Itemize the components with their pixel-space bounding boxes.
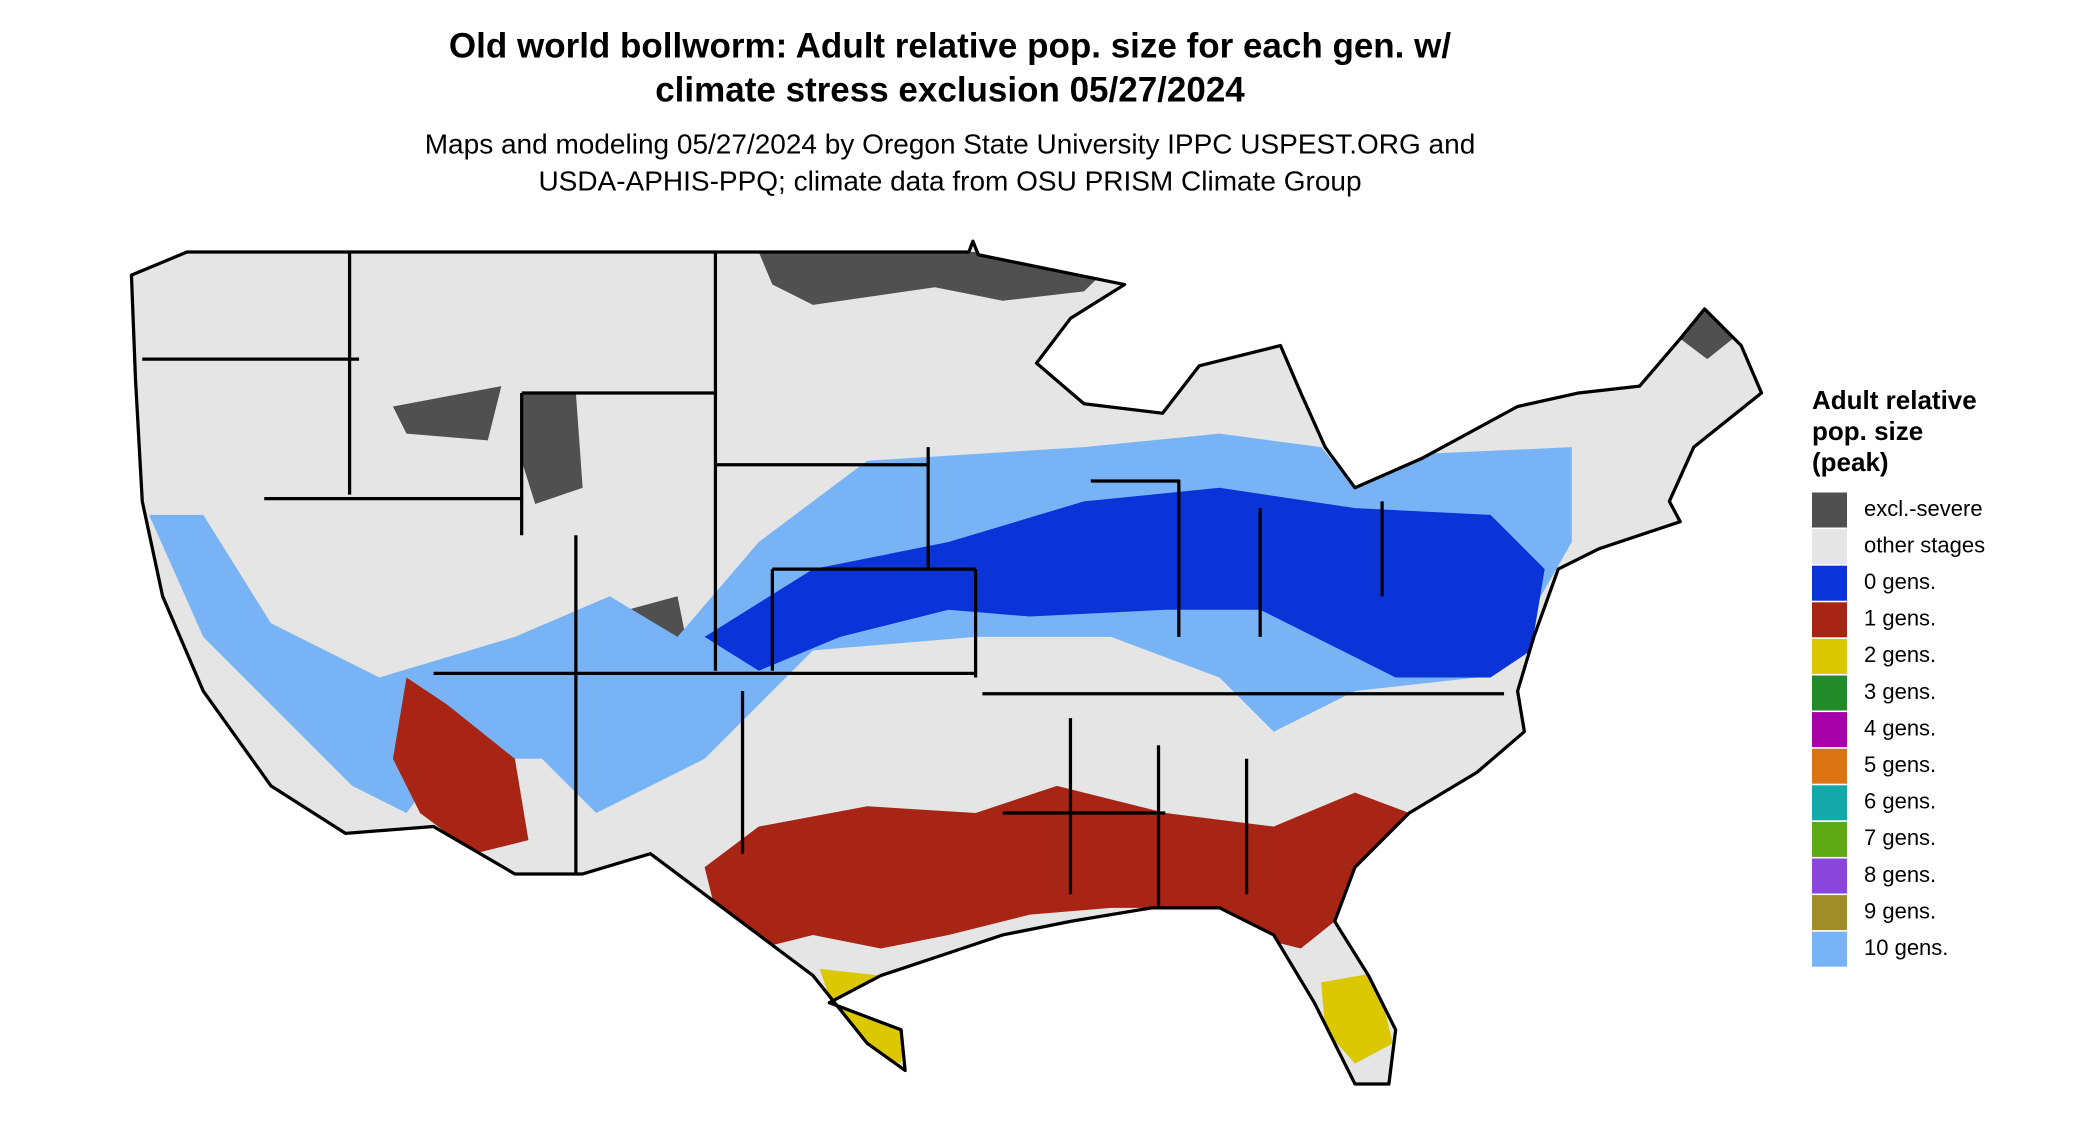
state-borders (142, 252, 1505, 908)
legend-label: 7 gens. (1864, 825, 1936, 850)
legend-title-line: (peak) (1812, 447, 1889, 477)
legend-swatch (1812, 529, 1847, 565)
legend-swatch (1812, 858, 1847, 894)
country-outline (129, 239, 1764, 1086)
legend-label: other stages (1864, 532, 1985, 557)
legend-label: 10 gens. (1864, 935, 1948, 960)
legend-label: 0 gens. (1864, 569, 1936, 594)
region-dark-blue (704, 487, 1545, 678)
legend-swatch (1812, 895, 1847, 931)
legend-label: 3 gens. (1864, 679, 1936, 704)
legend-title-line: Adult relative (1812, 385, 1977, 415)
legend-swatch (1812, 602, 1847, 638)
legend-swatch (1812, 675, 1847, 711)
legend-title-line: pop. size (1812, 416, 1923, 446)
legend-label: 9 gens. (1864, 898, 1936, 923)
legend-swatch (1812, 712, 1847, 748)
region-red (392, 677, 1410, 949)
legend-label: 6 gens. (1864, 789, 1936, 814)
subtitle-line: Maps and modeling 05/27/2024 by Oregon S… (425, 128, 1476, 159)
legend-label: excl.-severe (1864, 496, 1983, 521)
legend-swatch (1812, 821, 1847, 857)
legend-swatch (1812, 638, 1847, 674)
legend-swatch (1812, 931, 1847, 967)
legend-swatch (1812, 785, 1847, 821)
legend-swatch (1812, 748, 1847, 784)
legend-label: 5 gens. (1864, 752, 1936, 777)
subtitle-line: USDA-APHIS-PPQ; climate data from OSU PR… (538, 165, 1361, 196)
legend-label: 4 gens. (1864, 715, 1936, 740)
legend-swatch (1812, 565, 1847, 601)
title-line: Old world bollworm: Adult relative pop. … (449, 26, 1451, 65)
title-line: climate stress exclusion 05/27/2024 (655, 70, 1245, 109)
legend-label: 2 gens. (1864, 642, 1936, 667)
legend-swatch (1812, 492, 1847, 528)
legend-label: 1 gens. (1864, 606, 1936, 631)
map (129, 239, 1764, 1086)
legend-label: 8 gens. (1864, 862, 1936, 887)
legend: Adult relative pop. size (peak) excl.-se… (1812, 385, 1985, 967)
